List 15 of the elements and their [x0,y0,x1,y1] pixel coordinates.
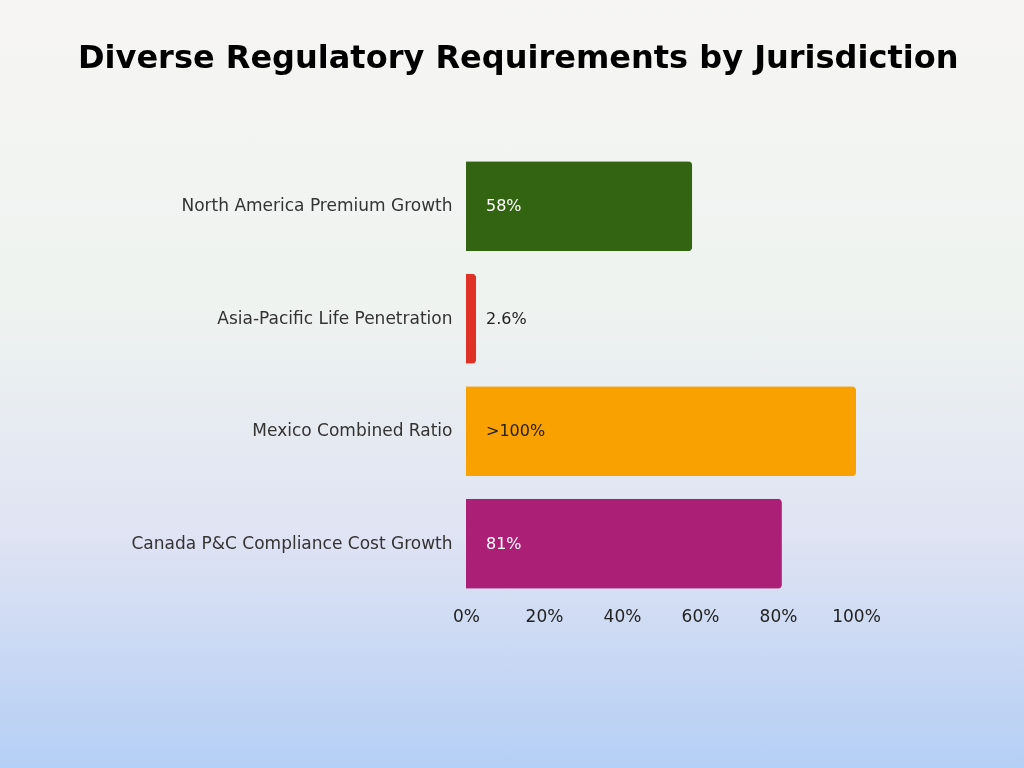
y-tick-label: Mexico Combined Ratio [252,420,453,441]
x-tick-label: 60% [681,605,720,626]
x-tick-label: 80% [759,605,798,626]
data-label: 2.6% [486,308,527,328]
y-tick-label: Asia-Pacific Life Penetration [217,307,453,328]
x-tick-label: 0% [453,605,480,626]
chart-title: Diverse Regulatory Requirements by Jurisdiction [78,38,959,76]
data-label: >100% [486,421,546,441]
y-tick-label: North America Premium Growth [181,195,453,216]
y-tick-label: Canada P&C Compliance Cost Growth [131,532,453,553]
x-tick-label: 100% [832,605,881,626]
data-label: 58% [486,196,522,216]
x-tick-label: 20% [525,605,564,626]
x-tick-label: 40% [603,605,642,626]
data-label: 81% [486,533,522,553]
